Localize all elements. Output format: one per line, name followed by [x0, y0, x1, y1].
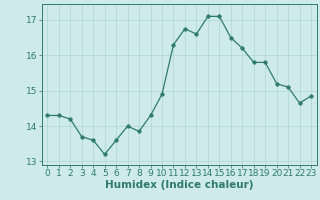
X-axis label: Humidex (Indice chaleur): Humidex (Indice chaleur) — [105, 180, 253, 190]
